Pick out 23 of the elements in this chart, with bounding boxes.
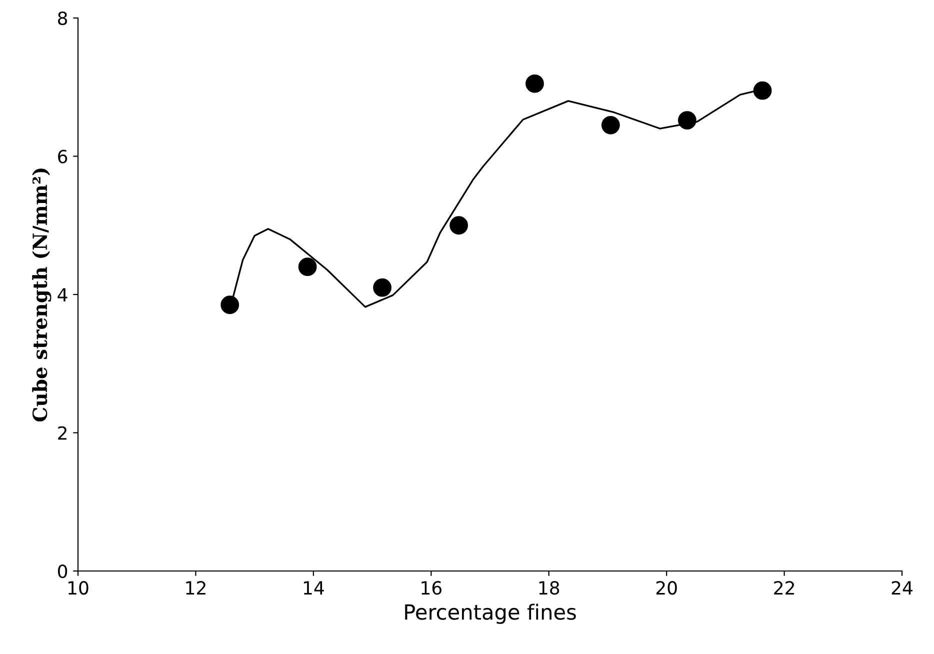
point — [373, 278, 392, 297]
x-tick-label: 22 — [774, 581, 794, 594]
point — [678, 111, 696, 130]
x-tick-label: 18 — [539, 581, 560, 595]
y-tick-label: 0 — [58, 564, 68, 578]
x-tick-label: 14 — [304, 581, 324, 594]
x-tick-label: 10 — [68, 581, 88, 595]
point — [450, 216, 468, 235]
x-tick-label: 20 — [656, 581, 677, 595]
point — [298, 258, 317, 276]
y-tick-label: 2 — [58, 426, 66, 440]
point — [526, 74, 544, 93]
x-axis-title: Percentage fines — [405, 604, 576, 624]
x-tick-label: 24 — [892, 581, 912, 594]
y-tick-label: 6 — [58, 150, 68, 164]
y-tick-label: 4 — [58, 288, 68, 302]
point — [601, 116, 620, 134]
y-axis-title: Cube strength (N/mm²) — [32, 168, 52, 422]
y-tick-label: 8 — [58, 11, 68, 26]
x-tick-label: 16 — [422, 581, 442, 595]
point — [220, 296, 240, 314]
x-tick-label: 12 — [186, 581, 206, 594]
point — [753, 81, 772, 100]
